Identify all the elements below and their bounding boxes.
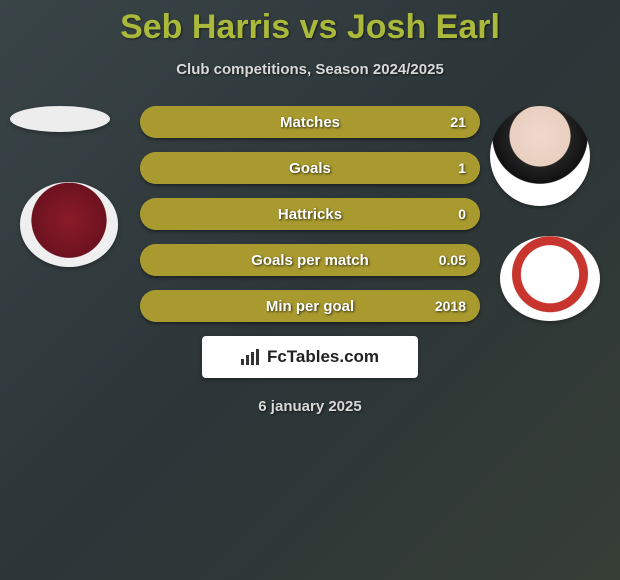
stats-bars: Matches21 Goals1 Hattricks0 Goals per match… xyxy=(140,106,480,322)
page-subtitle: Club competitions, Season 2024/2025 xyxy=(0,61,620,78)
stat-bar-value: 2018 xyxy=(435,290,466,322)
stat-bar: Min per goal2018 xyxy=(140,290,480,322)
stat-bar-value: 0.05 xyxy=(439,244,466,276)
stat-bar: Matches21 xyxy=(140,106,480,138)
stat-bar: Goals per match0.05 xyxy=(140,244,480,276)
player-left-club-badge xyxy=(20,182,118,267)
stat-bar-label: Min per goal xyxy=(140,290,480,322)
player-right-avatar xyxy=(490,106,590,206)
stat-bar-value: 21 xyxy=(450,106,466,138)
footer-date: 6 january 2025 xyxy=(0,398,620,415)
stat-bar-label: Goals per match xyxy=(140,244,480,276)
stat-bar-label: Goals xyxy=(140,152,480,184)
stat-bar-label: Matches xyxy=(140,106,480,138)
player-right-club-badge xyxy=(500,236,600,321)
stat-bar-value: 0 xyxy=(458,198,466,230)
chart-icon xyxy=(241,349,261,365)
stat-bar-value: 1 xyxy=(458,152,466,184)
stat-bar: Hattricks0 xyxy=(140,198,480,230)
page-title: Seb Harris vs Josh Earl xyxy=(0,0,620,47)
stat-bar: Goals1 xyxy=(140,152,480,184)
comparison-content: Matches21 Goals1 Hattricks0 Goals per match… xyxy=(0,106,620,322)
player-left-avatar xyxy=(10,106,110,132)
brand-badge: FcTables.com xyxy=(202,336,418,378)
brand-text: FcTables.com xyxy=(267,347,379,367)
stat-bar-label: Hattricks xyxy=(140,198,480,230)
